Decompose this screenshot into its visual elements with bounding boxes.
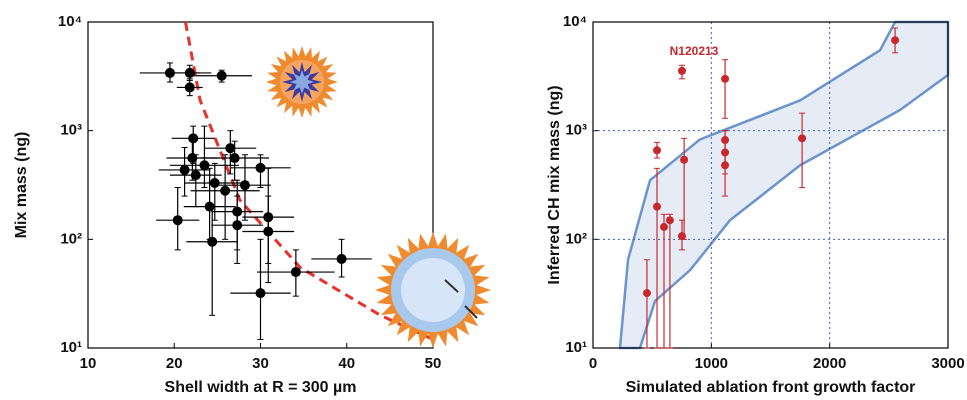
data-point [677, 66, 686, 75]
x-tick-label: 1000 [695, 355, 728, 372]
plot-frame [592, 21, 949, 349]
data-point [184, 82, 195, 93]
data-point [190, 170, 201, 181]
y-tick-label: 10² [565, 230, 587, 247]
y-axis-title: Inferred CH mix mass (ng) [546, 85, 563, 284]
x-axis-title: Simulated ablation front growth factor [626, 379, 916, 396]
arrow [464, 305, 478, 319]
data-point [232, 220, 243, 231]
y-tick-label: 10¹ [60, 339, 82, 356]
y-tick-label: 10³ [565, 122, 587, 139]
data-point [209, 177, 220, 188]
capsule-icon [290, 70, 314, 94]
capsule-icon [401, 258, 465, 322]
data-point [225, 143, 236, 154]
x-tick-label: 30 [252, 355, 269, 372]
data-point [207, 236, 218, 247]
y-axis-title: Mix mass (ng) [13, 132, 30, 239]
x-tick-label: 2000 [813, 355, 846, 372]
x-axis-title: Shell width at R = 300 µm [165, 379, 357, 396]
y-tick-label: 10¹ [565, 339, 587, 356]
plot-frame [87, 21, 434, 349]
data-point [660, 222, 668, 231]
y-tick-label: 10³ [60, 122, 82, 139]
data-point [721, 161, 730, 170]
data-point [891, 36, 900, 45]
x-tick-label: 40 [338, 355, 355, 372]
arrow [444, 279, 459, 293]
data-point [680, 155, 689, 164]
data-point [798, 134, 807, 143]
y-tick-label: 10² [60, 230, 82, 247]
data-point [188, 133, 199, 144]
uncertainty-band [618, 20, 950, 350]
data-point [255, 288, 266, 299]
data-point [255, 162, 266, 173]
x-tick-label: 0 [589, 355, 597, 372]
data-point [187, 153, 198, 164]
data-point [220, 185, 231, 196]
data-point [642, 289, 651, 298]
data-point [721, 74, 730, 83]
data-point [179, 164, 190, 175]
data-point [677, 232, 686, 241]
data-point [184, 67, 195, 78]
annotation: N120213 [670, 44, 719, 58]
x-tick-label: 20 [166, 355, 183, 372]
y-tick-label: 10⁴ [563, 13, 587, 30]
data-point [199, 160, 210, 171]
x-tick-label: 3000 [931, 355, 964, 372]
data-point [665, 216, 674, 225]
data-point [239, 180, 250, 191]
data-point [229, 153, 240, 164]
data-point [653, 146, 662, 155]
data-point [172, 215, 183, 226]
x-tick-label: 50 [425, 355, 442, 372]
data-point [216, 70, 227, 81]
y-tick-label: 10⁴ [58, 13, 82, 30]
data-point [290, 267, 301, 278]
data-point [263, 226, 274, 237]
data-point [653, 202, 662, 211]
data-point [336, 253, 347, 264]
x-tick-label: 10 [80, 355, 97, 372]
